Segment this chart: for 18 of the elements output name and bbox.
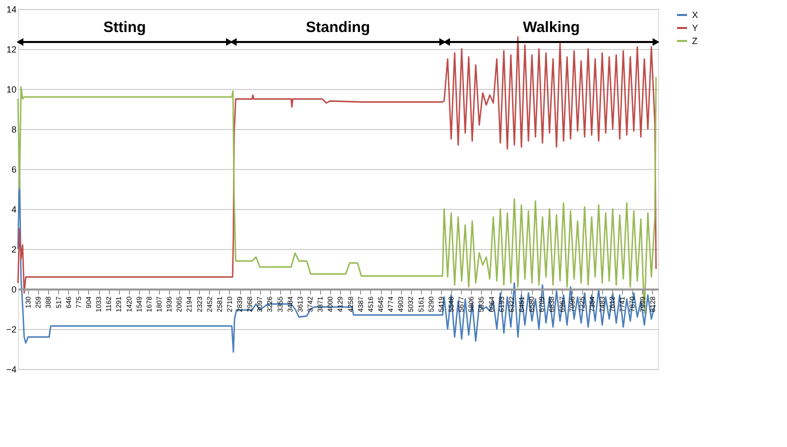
y-tick-label: −2 [6, 324, 16, 334]
legend-label: Y [692, 23, 698, 33]
legend-label: X [692, 10, 698, 20]
y-tick-label: 0 [11, 284, 16, 294]
y-tick-label: 14 [6, 4, 16, 14]
annotation: Walking [522, 19, 580, 36]
y-tick-label: 12 [6, 44, 16, 54]
line-series [17, 36, 657, 294]
annotation: Standing [306, 19, 370, 36]
line-series [17, 76, 657, 314]
y-tick-label: 10 [6, 84, 16, 94]
y-tick-label: −4 [6, 364, 16, 374]
y-tick-label: 6 [11, 164, 16, 174]
y-tick-label: 4 [11, 204, 16, 214]
y-tick-label: 2 [11, 244, 16, 254]
legend-label: Z [692, 36, 698, 46]
y-tick-label: 8 [11, 124, 16, 134]
annotation: Stting [103, 19, 146, 36]
